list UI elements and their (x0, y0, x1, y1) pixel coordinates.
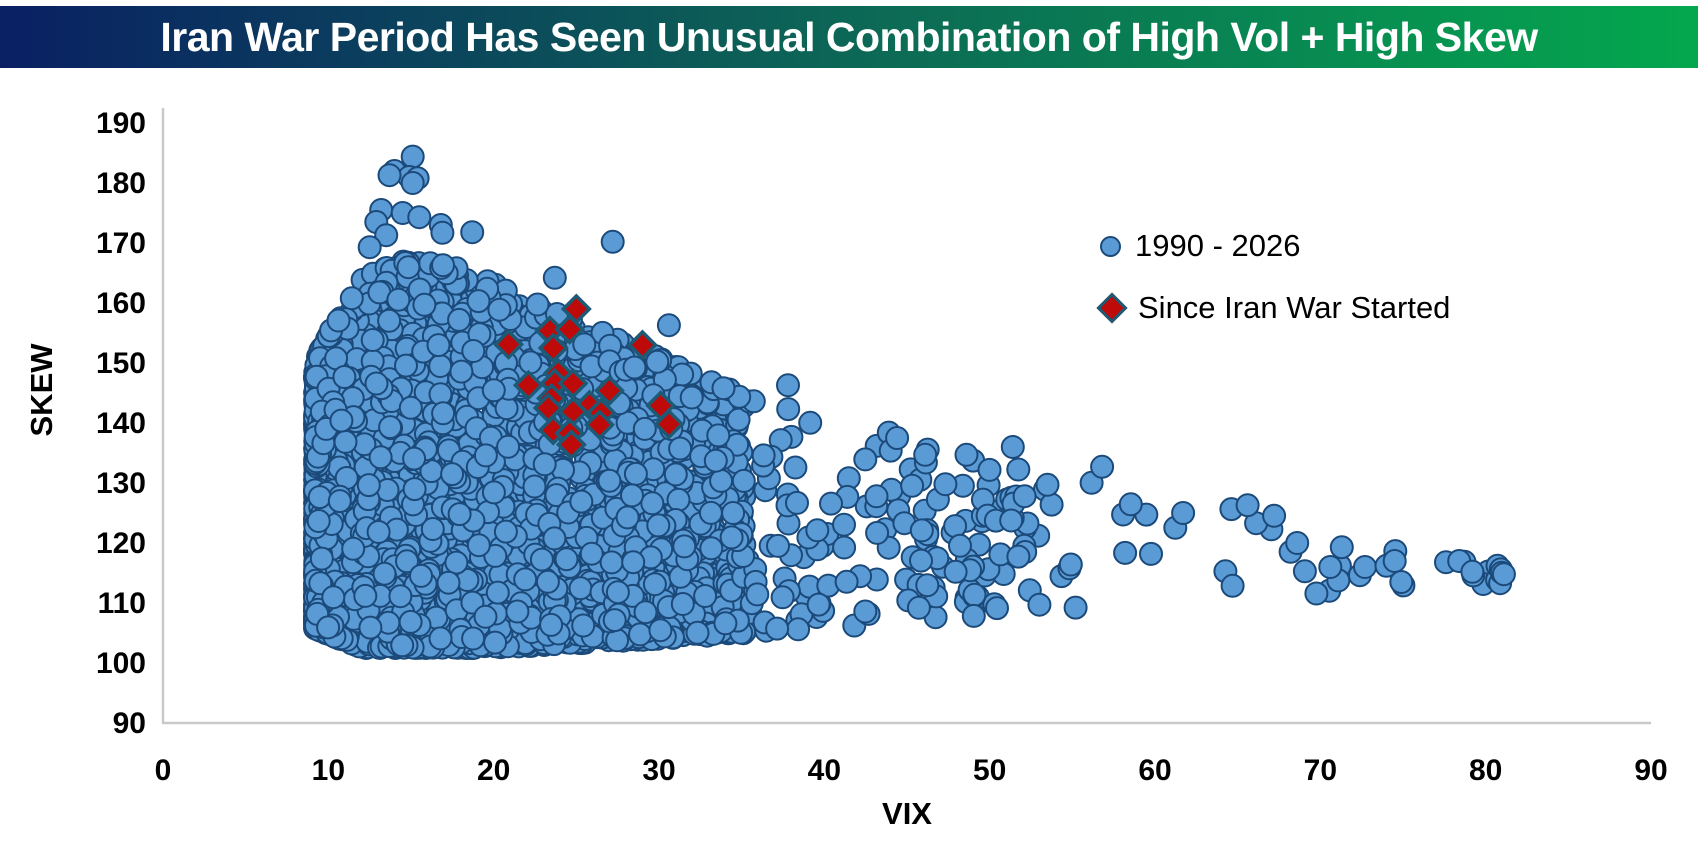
red-diamond-point (626, 329, 658, 361)
red-points-layer (493, 293, 685, 461)
legend-item-since-iran-war: Since Iran War Started (1096, 290, 1451, 326)
y-tick-label: 120 (96, 527, 146, 560)
axis-lines (161, 108, 1651, 725)
x-tick-label: 60 (1138, 754, 1171, 787)
y-tick-label: 100 (96, 647, 146, 680)
y-tick-label: 140 (96, 407, 146, 440)
legend-label: Since Iran War Started (1138, 290, 1451, 325)
y-tick-label: 90 (113, 707, 146, 740)
x-tick-label: 30 (642, 754, 675, 787)
x-tick-label: 90 (1634, 754, 1667, 787)
x-tick-label: 50 (973, 754, 1006, 787)
y-tick-label: 190 (96, 107, 146, 140)
red-diamond-point (537, 332, 569, 364)
legend-diamond-icon (1096, 292, 1128, 324)
y-tick-label: 170 (96, 227, 146, 260)
chart-legend: 1990 - 2026 Since Iran War Started (1096, 228, 1451, 326)
x-tick-label: 20 (477, 754, 510, 787)
legend-item-1990-2026: 1990 - 2026 (1100, 228, 1450, 264)
axes: 90 100 110 120 130 140 150 160 170 180 190 0 10 20 30 4… (96, 107, 1668, 787)
x-tick-label: 80 (1469, 754, 1502, 787)
x-axis-title: VIX (882, 796, 932, 831)
x-tick-label: 40 (808, 754, 841, 787)
red-diamond-point (584, 409, 615, 441)
blue-points-layer (303, 144, 1516, 660)
legend-circle-icon (1100, 235, 1121, 257)
y-tick-label: 180 (96, 167, 146, 200)
red-diamond-point (493, 328, 525, 360)
red-diamond-point (593, 375, 625, 407)
red-diamond-point (554, 313, 586, 345)
x-tick-label: 10 (312, 754, 345, 787)
red-diamond-point (555, 429, 587, 461)
y-tick-label: 160 (96, 287, 146, 320)
y-tick-label: 110 (98, 587, 146, 620)
legend-label: 1990 - 2026 (1135, 228, 1301, 263)
red-diamond-point (512, 369, 544, 401)
axis-titles: VIX SKEW (24, 343, 932, 831)
x-tick-label: 70 (1304, 754, 1337, 787)
y-tick-label: 150 (96, 347, 146, 380)
red-diamond-point (653, 408, 685, 440)
y-axis-title: SKEW (24, 343, 59, 437)
x-tick-label: 0 (155, 754, 172, 787)
y-tick-label: 130 (96, 467, 146, 500)
page-title: Iran War Period Has Seen Unusual Combina… (160, 13, 1538, 60)
title-banner: Iran War Period Has Seen Unusual Combina… (0, 6, 1698, 68)
